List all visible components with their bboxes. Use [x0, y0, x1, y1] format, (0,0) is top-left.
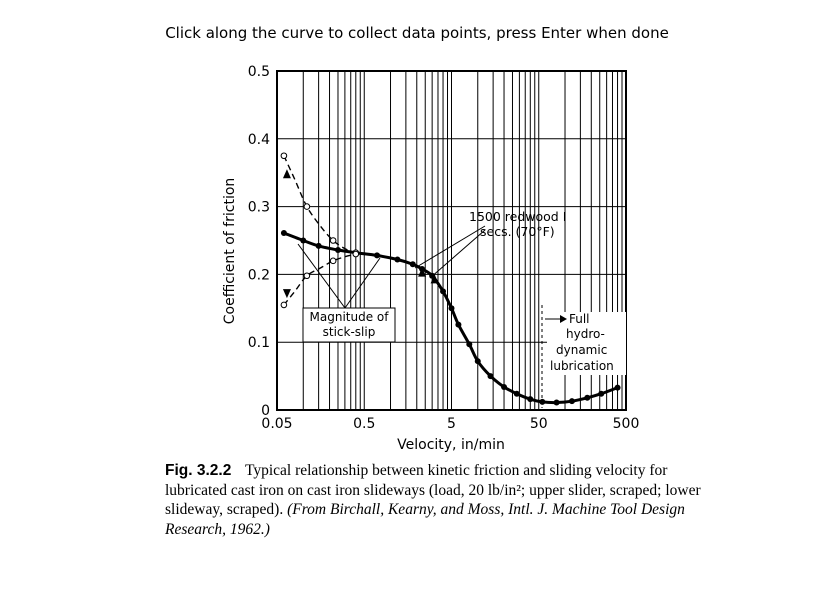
data-point — [553, 399, 560, 406]
data-point — [280, 230, 287, 237]
data-point-open — [329, 237, 337, 244]
data-point-open — [352, 250, 360, 258]
y-axis-label: Coefficient of friction — [222, 178, 238, 325]
caption-text: Typical relationship between kinetic fri… — [165, 462, 701, 518]
y-tick-label: 0.5 — [248, 64, 270, 80]
lubricant-label-line1: 1500 redwood I — [469, 209, 566, 224]
data-point — [440, 288, 447, 295]
lubricant-leader-1 — [414, 225, 486, 269]
y-tick-label: 0.2 — [248, 267, 270, 283]
figure-caption: Fig. 3.2.2 Typical relationship between … — [165, 461, 720, 539]
data-point — [334, 246, 341, 253]
data-point — [448, 305, 455, 312]
data-point — [474, 358, 481, 365]
x-tick-label: 500 — [613, 416, 640, 432]
data-point — [487, 373, 494, 380]
data-point — [394, 256, 401, 263]
full-lub-line4: lubrication — [550, 359, 614, 373]
data-point-open — [303, 272, 311, 280]
data-point — [527, 396, 534, 403]
x-tick-label: 5 — [447, 416, 456, 432]
transition-arrow-2 — [430, 274, 439, 284]
x-axis-label: Velocity, in/min — [397, 437, 505, 453]
full-lub-line2: hydro- — [566, 327, 605, 341]
caption-credit: (From Birchall, Kearny, and Moss, Intl. … — [165, 501, 685, 538]
stick-slip-leader-1 — [297, 243, 346, 309]
stick-slip-label-line1: Magnitude of — [310, 310, 390, 324]
x-tick-labels: 0.05 0.5 5 50 500 — [261, 416, 639, 432]
full-lub-line3: dynamic — [556, 343, 607, 357]
full-lub-arrow-head-over — [560, 315, 567, 323]
data-point-open — [280, 152, 288, 160]
data-point-open — [303, 203, 311, 210]
data-point — [409, 261, 416, 268]
y-tick-labels: 0 0.1 0.2 0.3 0.4 0.5 — [248, 64, 270, 419]
data-point — [568, 398, 575, 405]
data-point — [614, 384, 621, 391]
data-point — [300, 237, 307, 244]
stick-slip-arrow-down — [282, 289, 291, 299]
stick-slip-box — [302, 307, 396, 343]
x-tick-label: 50 — [530, 416, 548, 432]
data-point — [598, 390, 605, 397]
lubricant-leader-2 — [429, 229, 486, 279]
x-tick-label: 0.05 — [261, 416, 292, 432]
data-point — [513, 390, 520, 397]
transition-arrow-1 — [418, 267, 427, 277]
lubricant-label-line2: secs. (70°F) — [480, 224, 555, 239]
y-tick-label: 0.1 — [248, 335, 270, 351]
y-tick-label: 0.3 — [248, 200, 270, 216]
x-tick-label: 0.5 — [353, 416, 375, 432]
y-tick-label: 0.4 — [248, 132, 270, 148]
data-point — [373, 252, 380, 259]
data-point — [315, 242, 322, 249]
series-line-dashed — [283, 253, 356, 306]
data-point — [501, 383, 508, 390]
full-lub-line1: Full — [569, 312, 590, 326]
data-point-open — [329, 257, 337, 265]
data-point — [455, 321, 462, 328]
series-line-dashed — [283, 155, 357, 254]
stick-slip-arrow-up — [282, 169, 291, 179]
data-point — [466, 341, 473, 348]
y-tick-label: 0 — [261, 403, 270, 419]
data-point-open — [280, 301, 288, 309]
stick-slip-label-line2: stick-slip — [323, 325, 376, 339]
figure-number: Fig. 3.2.2 — [165, 462, 232, 479]
stick-slip-leader-2 — [344, 257, 381, 309]
data-point — [584, 394, 591, 401]
instruction-text: Click along the curve to collect data po… — [165, 24, 669, 42]
